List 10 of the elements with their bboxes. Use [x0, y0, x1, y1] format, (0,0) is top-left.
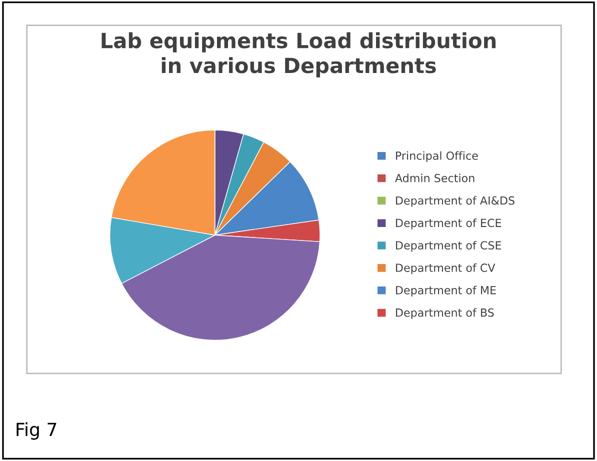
legend-label: Department of CSE — [396, 240, 502, 252]
legend-label: Admin Section — [395, 174, 474, 182]
chart-title: Lab equipments Load distribution in various Departments — [102, 32, 496, 78]
legend-label: Department of ME — [396, 286, 496, 297]
legend-label: Principal Office — [396, 151, 478, 162]
legend-label: Department of BS — [396, 308, 494, 319]
legend-label: Department of ECE — [396, 218, 502, 230]
legend-label: Department of CV — [396, 263, 496, 274]
legend-label: Department of AI&DS — [396, 196, 514, 207]
caption: Fig 7 — [16, 422, 56, 440]
